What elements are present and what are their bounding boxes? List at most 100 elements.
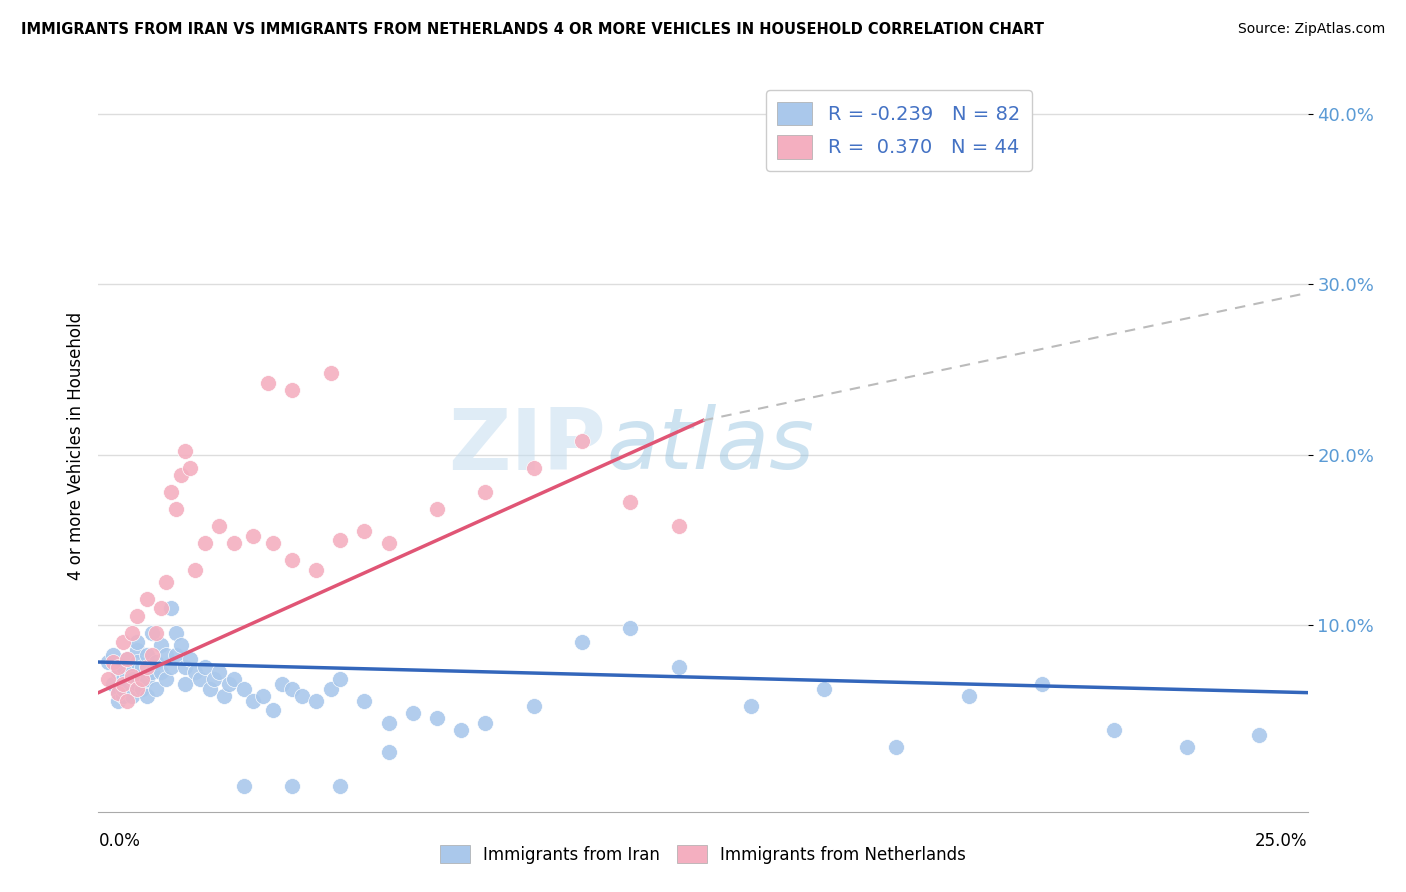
Point	[155, 575, 177, 590]
Point	[117, 677, 139, 691]
Point	[179, 461, 201, 475]
Point	[117, 651, 139, 665]
Point	[131, 682, 153, 697]
Point	[194, 536, 217, 550]
Point	[127, 655, 149, 669]
Point	[121, 665, 143, 680]
Point	[523, 461, 546, 475]
Point	[179, 651, 201, 665]
Point	[813, 682, 835, 697]
Point	[353, 694, 375, 708]
Point	[619, 621, 641, 635]
Point	[1102, 723, 1125, 737]
Point	[184, 563, 207, 577]
Text: atlas: atlas	[606, 404, 814, 488]
Point	[101, 677, 124, 691]
Point	[1249, 728, 1271, 742]
Point	[107, 665, 129, 680]
Point	[668, 660, 690, 674]
Point	[281, 682, 304, 697]
Point	[281, 779, 304, 793]
Point	[121, 668, 143, 682]
Point	[131, 660, 153, 674]
Point	[1031, 677, 1053, 691]
Point	[165, 626, 187, 640]
Point	[150, 665, 173, 680]
Point	[668, 519, 690, 533]
Point	[222, 536, 245, 550]
Point	[377, 716, 399, 731]
Point	[101, 655, 124, 669]
Point	[329, 779, 352, 793]
Point	[740, 699, 762, 714]
Point	[523, 699, 546, 714]
Point	[165, 502, 187, 516]
Point	[262, 536, 284, 550]
Point	[169, 467, 191, 482]
Point	[252, 689, 274, 703]
Point	[426, 502, 449, 516]
Point	[111, 682, 134, 697]
Point	[145, 626, 167, 640]
Point	[619, 495, 641, 509]
Point	[145, 682, 167, 697]
Text: 0.0%: 0.0%	[98, 832, 141, 850]
Point	[165, 648, 187, 663]
Point	[127, 609, 149, 624]
Point	[135, 660, 157, 674]
Point	[174, 677, 197, 691]
Point	[141, 648, 163, 663]
Point	[160, 600, 183, 615]
Point	[232, 682, 254, 697]
Legend: R = -0.239   N = 82, R =  0.370   N = 44: R = -0.239 N = 82, R = 0.370 N = 44	[766, 90, 1032, 170]
Point	[150, 638, 173, 652]
Point	[111, 677, 134, 691]
Point	[121, 626, 143, 640]
Legend: Immigrants from Iran, Immigrants from Netherlands: Immigrants from Iran, Immigrants from Ne…	[433, 838, 973, 871]
Point	[242, 529, 264, 543]
Point	[450, 723, 472, 737]
Point	[474, 484, 496, 499]
Point	[155, 672, 177, 686]
Point	[174, 444, 197, 458]
Point	[97, 655, 120, 669]
Text: 25.0%: 25.0%	[1256, 832, 1308, 850]
Point	[121, 672, 143, 686]
Point	[127, 634, 149, 648]
Point	[571, 434, 593, 448]
Point	[117, 651, 139, 665]
Point	[198, 682, 221, 697]
Point	[127, 643, 149, 657]
Point	[1175, 740, 1198, 755]
Point	[208, 519, 231, 533]
Text: Source: ZipAtlas.com: Source: ZipAtlas.com	[1237, 22, 1385, 37]
Point	[107, 694, 129, 708]
Point	[281, 553, 304, 567]
Point	[204, 672, 226, 686]
Point	[135, 672, 157, 686]
Point	[127, 677, 149, 691]
Point	[329, 533, 352, 547]
Point	[242, 694, 264, 708]
Point	[141, 665, 163, 680]
Y-axis label: 4 or more Vehicles in Household: 4 or more Vehicles in Household	[66, 312, 84, 580]
Point	[141, 626, 163, 640]
Point	[101, 648, 124, 663]
Point	[121, 689, 143, 703]
Point	[290, 689, 312, 703]
Point	[174, 660, 197, 674]
Point	[111, 689, 134, 703]
Point	[150, 600, 173, 615]
Point	[208, 665, 231, 680]
Point	[426, 711, 449, 725]
Point	[107, 686, 129, 700]
Point	[232, 779, 254, 793]
Point	[117, 694, 139, 708]
Point	[155, 648, 177, 663]
Point	[107, 686, 129, 700]
Point	[135, 592, 157, 607]
Point	[218, 677, 240, 691]
Point	[319, 366, 342, 380]
Point	[262, 703, 284, 717]
Point	[281, 383, 304, 397]
